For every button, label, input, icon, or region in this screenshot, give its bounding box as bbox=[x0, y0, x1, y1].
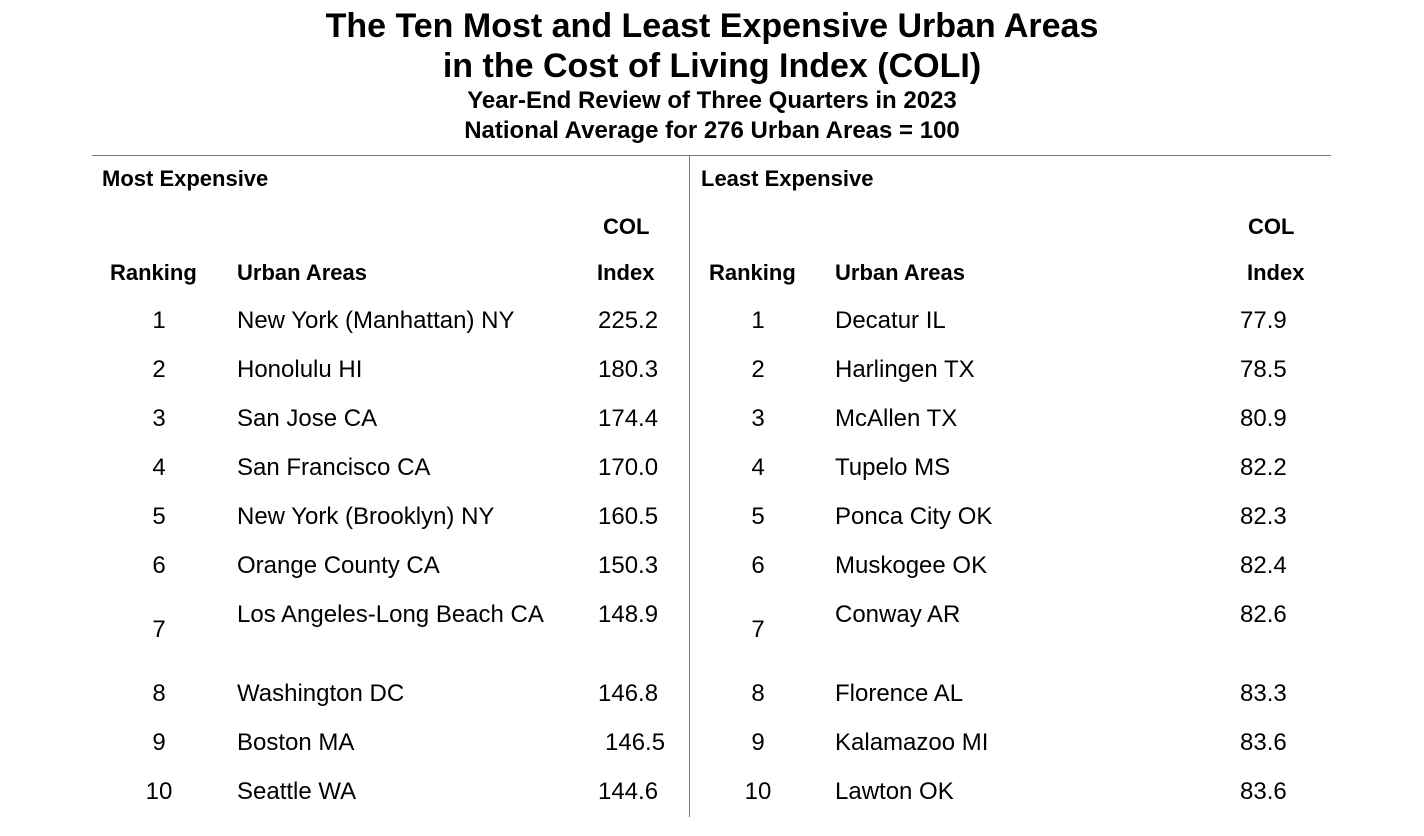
urban-area-cell: Muskogee OK bbox=[835, 552, 988, 579]
urban-area-cell: Tupelo MS bbox=[835, 454, 951, 481]
urban-area-cell: Kalamazoo MI bbox=[835, 729, 989, 756]
rank-cell: 1 bbox=[751, 307, 765, 334]
urban-area-cell: New York (Manhattan) NY bbox=[237, 307, 515, 334]
col-index-cell: 77.9 bbox=[1240, 307, 1287, 334]
urban-areas-header: Urban Areas bbox=[835, 260, 966, 285]
table-row: 7 Conway AR 82.6 bbox=[690, 600, 1424, 679]
rank-cell: 2 bbox=[152, 356, 166, 383]
urban-area-cell: Los Angeles-Long Beach CA bbox=[237, 601, 544, 628]
rank-cell: 1 bbox=[152, 307, 166, 334]
urban-area-cell: Boston MA bbox=[237, 729, 355, 756]
rank-cell: 4 bbox=[152, 454, 166, 481]
urban-area-cell: Conway AR bbox=[835, 601, 961, 628]
rank-cell: 2 bbox=[751, 356, 765, 383]
rank-cell: 5 bbox=[152, 503, 166, 530]
urban-area-cell: New York (Brooklyn) NY bbox=[237, 503, 495, 530]
rank-cell: 8 bbox=[751, 680, 765, 707]
urban-area-cell: Harlingen TX bbox=[835, 356, 975, 383]
rank-cell: 8 bbox=[152, 680, 166, 707]
table-row: 4 Tupelo MS 82.2 bbox=[690, 453, 1424, 502]
col-index-cell: 83.6 bbox=[1240, 729, 1287, 756]
col-index-cell: 83.3 bbox=[1240, 680, 1287, 707]
rank-cell: 9 bbox=[152, 729, 166, 756]
col-index-cell: 78.5 bbox=[1240, 356, 1287, 383]
urban-area-cell: San Francisco CA bbox=[237, 454, 431, 481]
rank-cell: 6 bbox=[152, 552, 166, 579]
table-row: 10 Seattle WA 144.6 bbox=[0, 777, 689, 826]
table-row: 2 Honolulu HI 180.3 bbox=[0, 355, 689, 404]
most-expensive-heading: Most Expensive bbox=[102, 166, 269, 191]
rank-cell: 7 bbox=[152, 616, 166, 643]
urban-area-cell: Washington DC bbox=[237, 680, 405, 707]
col-index-cell: 146.8 bbox=[598, 680, 659, 707]
urban-area-cell: Lawton OK bbox=[835, 778, 954, 805]
urban-area-cell: McAllen TX bbox=[835, 405, 958, 432]
table-row: 8 Florence AL 83.3 bbox=[690, 679, 1424, 728]
table-row: 5 Ponca City OK 82.3 bbox=[690, 502, 1424, 551]
table-row: 3 McAllen TX 80.9 bbox=[690, 404, 1424, 453]
rank-cell: 5 bbox=[751, 503, 765, 530]
urban-area-cell: Decatur IL bbox=[835, 307, 946, 334]
rank-cell: 4 bbox=[751, 454, 765, 481]
urban-areas-header: Urban Areas bbox=[237, 260, 368, 285]
top-divider bbox=[92, 155, 1331, 156]
table-row: 5 New York (Brooklyn) NY 160.5 bbox=[0, 502, 689, 551]
col-index-header-top: COL bbox=[1248, 214, 1295, 239]
table-row: 4 San Francisco CA 170.0 bbox=[0, 453, 689, 502]
ranking-header: Ranking bbox=[110, 260, 197, 285]
col-index-cell: 160.5 bbox=[598, 503, 659, 530]
col-index-cell: 225.2 bbox=[598, 307, 659, 334]
rank-cell: 10 bbox=[744, 778, 772, 805]
urban-area-cell: Ponca City OK bbox=[835, 503, 993, 530]
col-index-cell: 83.6 bbox=[1240, 778, 1287, 805]
urban-area-cell: Florence AL bbox=[835, 680, 964, 707]
page-title-line-2: in the Cost of Living Index (COLI) bbox=[442, 47, 982, 85]
ranking-header: Ranking bbox=[709, 260, 796, 285]
col-index-cell: 82.2 bbox=[1240, 454, 1287, 481]
col-index-cell: 82.3 bbox=[1240, 503, 1287, 530]
urban-area-cell: San Jose CA bbox=[237, 405, 378, 432]
rank-cell: 6 bbox=[751, 552, 765, 579]
urban-area-cell: Seattle WA bbox=[237, 778, 357, 805]
rank-cell: 9 bbox=[751, 729, 765, 756]
table-row: 9 Kalamazoo MI 83.6 bbox=[690, 728, 1424, 777]
col-index-cell: 82.4 bbox=[1240, 552, 1287, 579]
urban-area-cell: Honolulu HI bbox=[237, 356, 363, 383]
least-expensive-heading: Least Expensive bbox=[701, 166, 874, 191]
table-row: 9 Boston MA 146.5 bbox=[0, 728, 689, 777]
col-index-cell: 80.9 bbox=[1240, 405, 1287, 432]
col-index-cell: 146.5 bbox=[605, 729, 666, 756]
table-row: 3 San Jose CA 174.4 bbox=[0, 404, 689, 453]
col-index-header-bottom: Index bbox=[597, 260, 655, 285]
table-row: 7 Los Angeles-Long Beach CA 148.9 bbox=[0, 600, 689, 679]
most-expensive-table: Most Expensive COL Ranking Urban Areas I… bbox=[0, 156, 689, 836]
page-subtitle-line-2: National Average for 276 Urban Areas = 1… bbox=[464, 117, 960, 144]
table-row: 8 Washington DC 146.8 bbox=[0, 679, 689, 728]
col-index-cell: 180.3 bbox=[598, 356, 659, 383]
table-row: 10 Lawton OK 83.6 bbox=[690, 777, 1424, 826]
page-subtitle-line-1: Year-End Review of Three Quarters in 202… bbox=[467, 87, 957, 114]
col-index-cell: 174.4 bbox=[598, 405, 659, 432]
rank-cell: 7 bbox=[751, 616, 765, 643]
least-expensive-table: Least Expensive COL Ranking Urban Areas … bbox=[690, 156, 1424, 836]
table-row: 2 Harlingen TX 78.5 bbox=[690, 355, 1424, 404]
table-row: 1 Decatur IL 77.9 bbox=[690, 306, 1424, 355]
col-index-cell: 148.9 bbox=[598, 601, 659, 628]
col-index-header-bottom: Index bbox=[1247, 260, 1305, 285]
title-block: The Ten Most and Least Expensive Urban A… bbox=[0, 6, 1424, 146]
col-index-cell: 150.3 bbox=[598, 552, 659, 579]
table-row: 6 Muskogee OK 82.4 bbox=[690, 551, 1424, 600]
urban-area-cell: Orange County CA bbox=[237, 552, 440, 579]
col-index-cell: 82.6 bbox=[1240, 601, 1287, 628]
col-index-cell: 170.0 bbox=[598, 454, 659, 481]
table-row: 6 Orange County CA 150.3 bbox=[0, 551, 689, 600]
table-row: 1 New York (Manhattan) NY 225.2 bbox=[0, 306, 689, 355]
page-title-line-1: The Ten Most and Least Expensive Urban A… bbox=[325, 7, 1099, 45]
col-index-cell: 144.6 bbox=[598, 778, 659, 805]
center-divider bbox=[689, 155, 690, 817]
rank-cell: 3 bbox=[751, 405, 765, 432]
rank-cell: 3 bbox=[152, 405, 166, 432]
rank-cell: 10 bbox=[145, 778, 173, 805]
col-index-header-top: COL bbox=[603, 214, 650, 239]
